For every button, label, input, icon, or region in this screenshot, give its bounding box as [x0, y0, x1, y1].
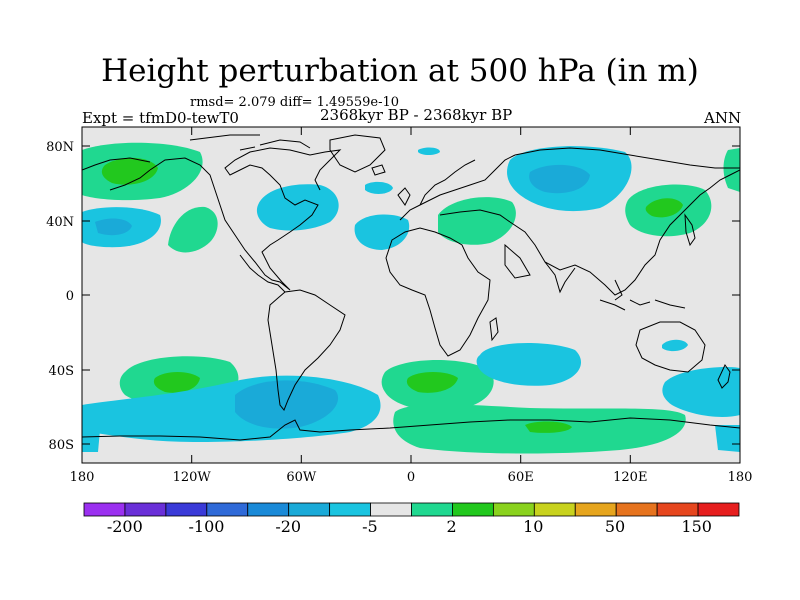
- contour-neg5-npacific: [95, 218, 132, 236]
- contour-fills: [82, 142, 740, 454]
- coastline-arabia: [504, 243, 531, 279]
- contour-10-antarctica: [525, 421, 572, 433]
- coastline-africa: [385, 227, 491, 357]
- x-tick-label: 120E: [613, 470, 647, 485]
- colorbar-swatch: [574, 502, 617, 517]
- coastline-asia: [509, 147, 740, 296]
- coastline-south-america: [267, 289, 346, 411]
- contour-10-eastasia: [645, 198, 683, 218]
- colorbar-swatch: [656, 502, 699, 517]
- coastline-australia: [635, 321, 706, 373]
- colorbar-swatch: [533, 502, 576, 517]
- contour-negative-swedge: [82, 430, 100, 452]
- y-tick-label: 0: [66, 289, 74, 304]
- colorbar-swatch: [206, 502, 249, 517]
- contour-positive-europe: [438, 197, 516, 245]
- coastline-antarctica: [82, 417, 740, 441]
- contour-negative-australia-small: [662, 339, 688, 352]
- contour-negative-seedge: [715, 425, 740, 452]
- colorbar: [83, 502, 740, 517]
- period-label: 2368kyr BP - 2368kyr BP: [320, 106, 513, 124]
- season-label: ANN: [704, 109, 742, 127]
- y-tick-labels: 80N 40N 0 40S 80S: [46, 140, 74, 453]
- coastlines: [82, 134, 740, 441]
- colorbar-swatch: [165, 502, 208, 517]
- coastline-new-zealand: [717, 364, 731, 389]
- coastline-europe: [399, 154, 516, 223]
- x-tick-label: 180: [728, 470, 753, 485]
- coastline-maritime-continent: [599, 279, 686, 311]
- stats-label: rmsd= 2.079 diff= 1.49559e-10: [190, 95, 400, 110]
- colorbar-swatch: [247, 502, 290, 517]
- contour-negative-enamerica: [256, 184, 339, 231]
- contour-negative-arctic-small: [418, 147, 440, 155]
- experiment-label: Expt = tfmD0-tewT0: [82, 109, 239, 127]
- y-tick-label: 40S: [49, 364, 74, 379]
- coastline-north-america: [149, 147, 342, 291]
- contour-negative-saustralia: [662, 366, 740, 417]
- x-tick-label: 60W: [286, 470, 317, 485]
- contour-negative-indian: [476, 343, 582, 386]
- coastline-central-america: [239, 254, 286, 293]
- coastline-madagascar: [489, 317, 499, 342]
- colorbar-label: 2: [447, 517, 457, 536]
- x-tick-labels: 180 120W 60W 0 60E 120E 180: [70, 470, 753, 485]
- colorbar-swatch: [492, 502, 535, 517]
- map-title: Height perturbation at 500 hPa (in m): [101, 53, 699, 89]
- colorbar-swatch: [370, 502, 412, 517]
- x-tick-label: 180: [70, 470, 95, 485]
- colorbar-label: -5: [362, 517, 378, 536]
- x-tick-label: 120W: [173, 470, 212, 485]
- colorbar-swatch: [452, 502, 494, 517]
- coastline-greenland: [329, 134, 386, 173]
- coastline-alaska: [82, 157, 151, 191]
- coastline-india: [544, 261, 576, 294]
- y-tick-label: 80N: [46, 140, 74, 155]
- coastline-british-isles: [397, 187, 411, 206]
- colorbar-label: 10: [523, 517, 543, 536]
- colorbar-swatch: [615, 502, 658, 517]
- x-tick-label: 0: [407, 470, 415, 485]
- colorbar-labels: -200 -100 -20 -5 2 10 50 150: [107, 517, 712, 536]
- coastline-japan: [684, 213, 696, 247]
- x-tick-label: 60E: [508, 470, 534, 485]
- colorbar-label: -200: [107, 517, 143, 536]
- colorbar-swatch: [329, 502, 371, 517]
- contour-negative-natlantic-small: [365, 181, 393, 194]
- colorbar-swatch: [83, 502, 126, 517]
- contour-10-satlantic: [406, 372, 458, 393]
- colorbar-label: 50: [605, 517, 625, 536]
- colorbar-swatch: [697, 502, 740, 517]
- contour-positive-fareast-edge: [723, 148, 740, 192]
- colorbar-label: -20: [275, 517, 301, 536]
- axis-ticks: [81, 127, 741, 463]
- contour-negative-eatlantic: [354, 214, 410, 250]
- contour-neg5-siberia: [529, 164, 590, 194]
- contour-10-alaska: [101, 157, 158, 185]
- y-tick-label: 80S: [49, 438, 74, 453]
- y-tick-label: 40N: [46, 215, 74, 230]
- contour-10-spacific: [153, 372, 200, 393]
- colorbar-label: -100: [189, 517, 225, 536]
- contour-positive-wnamerica: [168, 206, 218, 253]
- colorbar-swatch: [124, 502, 167, 517]
- colorbar-swatch: [288, 502, 331, 517]
- colorbar-swatch: [411, 502, 453, 517]
- coastline-arctic-islands: [189, 134, 311, 151]
- coastline-iceland: [371, 164, 386, 176]
- colorbar-label: 150: [681, 517, 712, 536]
